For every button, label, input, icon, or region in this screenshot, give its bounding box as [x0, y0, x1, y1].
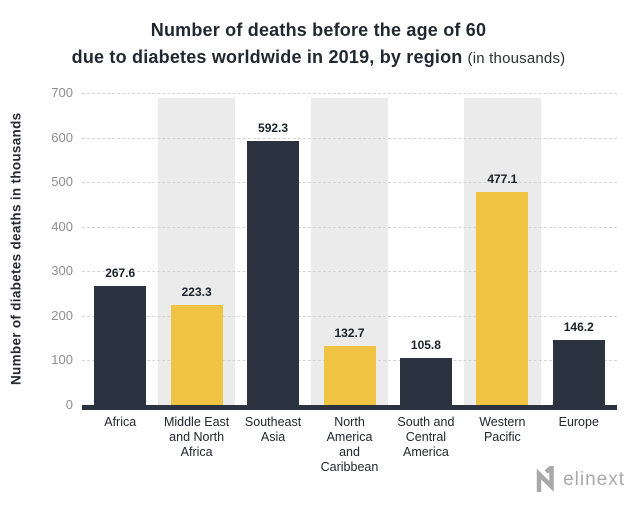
x-axis-line: [82, 405, 617, 410]
chart-title-line2-bold: due to diabetes worldwide in 2019, by re…: [71, 47, 463, 67]
category-label-africa: Africa: [104, 415, 137, 429]
y-tick-300: 300: [51, 263, 73, 279]
chart-title-line2: due to diabetes worldwide in 2019, by re…: [0, 44, 637, 72]
bar-africa: [94, 285, 147, 405]
value-label-north-america-and-caribbean: 132.7: [334, 325, 365, 340]
y-tick-400: 400: [51, 218, 73, 234]
y-tick-0: 0: [65, 397, 73, 412]
value-label-western-pacific: 477.1: [487, 172, 518, 187]
plot-area: 267.6 223.3 592.3 132.7 105.8 477.1 146.2: [82, 93, 617, 405]
gridline-600: [82, 137, 617, 139]
elinext-logo: elinext: [535, 466, 625, 493]
y-tick-100: 100: [51, 352, 73, 368]
chart-title-line1: Number of deaths before the age of 60: [150, 20, 487, 40]
bar-north-america-and-caribbean: [323, 345, 376, 405]
y-tick-600: 600: [51, 129, 73, 145]
gridline-400: [82, 226, 617, 228]
category-label-south-and-central-america: South and Central America: [397, 415, 455, 459]
y-tick-500: 500: [51, 174, 73, 190]
gridline-300: [82, 271, 617, 273]
bar-europe: [552, 339, 605, 405]
category-label-western-pacific: Western Pacific: [479, 415, 526, 444]
chart-title: Number of deaths before the age of 60 du…: [0, 17, 637, 72]
gridline-200: [82, 315, 617, 317]
gridline-500: [82, 182, 617, 184]
bar-southeast-asia: [247, 141, 300, 405]
bar-south-and-central-america: [399, 357, 452, 405]
category-label-europe: Europe: [558, 415, 599, 429]
elinext-logo-text: elinext: [563, 468, 625, 490]
x-axis-category-labels: Africa Middle East and North Africa Southe…: [82, 415, 617, 485]
value-label-south-and-central-america: 105.8: [410, 337, 441, 352]
elinext-n-mark-icon: [536, 466, 554, 492]
category-label-north-america-and-caribbean: North America and Caribbean: [320, 415, 379, 474]
bar-middle-east-and-north-africa: [170, 305, 223, 405]
value-label-europe: 146.2: [563, 319, 594, 334]
value-label-middle-east-and-north-africa: 223.3: [181, 285, 212, 300]
y-tick-700: 700: [51, 85, 73, 100]
gridline-700: [82, 93, 617, 94]
value-label-africa: 267.6: [105, 265, 136, 280]
category-label-southeast-asia: Southeast Asia: [244, 415, 302, 444]
category-label-middle-east-and-north-africa: Middle East and North Africa: [163, 415, 230, 459]
chart-title-units: (in thousands): [467, 50, 566, 67]
y-tick-200: 200: [51, 307, 73, 323]
value-label-southeast-asia: 592.3: [258, 121, 289, 135]
bar-western-pacific: [476, 192, 529, 405]
